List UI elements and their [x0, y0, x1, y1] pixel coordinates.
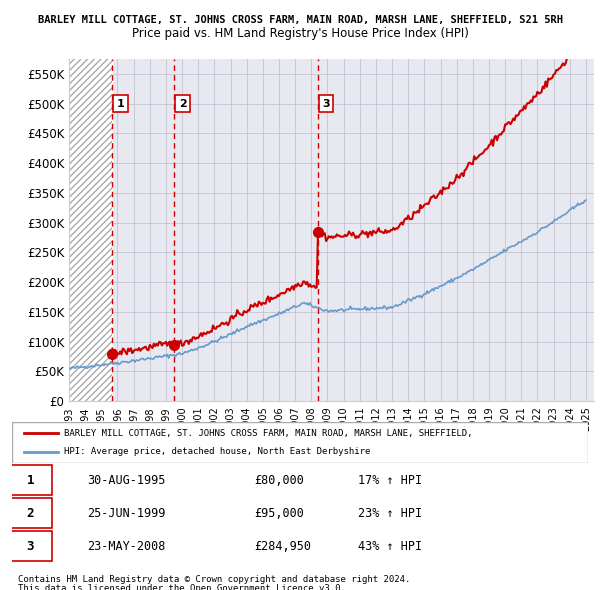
Bar	[69, 59, 112, 401]
Text: £95,000: £95,000	[254, 507, 304, 520]
Bar	[69, 59, 112, 401]
Bar	[174, 59, 317, 401]
Text: 17% ↑ HPI: 17% ↑ HPI	[358, 474, 422, 487]
Text: 3: 3	[26, 540, 34, 553]
Text: 23-MAY-2008: 23-MAY-2008	[87, 540, 165, 553]
Text: Contains HM Land Registry data © Crown copyright and database right 2024.: Contains HM Land Registry data © Crown c…	[18, 575, 410, 584]
Text: 2: 2	[26, 507, 34, 520]
Text: Price paid vs. HM Land Registry's House Price Index (HPI): Price paid vs. HM Land Registry's House …	[131, 27, 469, 40]
Text: 3: 3	[322, 99, 330, 109]
Text: £80,000: £80,000	[254, 474, 304, 487]
FancyBboxPatch shape	[12, 422, 588, 463]
Text: 2: 2	[179, 99, 187, 109]
Bar	[69, 59, 112, 401]
FancyBboxPatch shape	[9, 498, 52, 528]
Text: This data is licensed under the Open Government Licence v3.0.: This data is licensed under the Open Gov…	[18, 584, 346, 590]
Text: BARLEY MILL COTTAGE, ST. JOHNS CROSS FARM, MAIN ROAD, MARSH LANE, SHEFFIELD, S21: BARLEY MILL COTTAGE, ST. JOHNS CROSS FAR…	[37, 15, 563, 25]
Text: 30-AUG-1995: 30-AUG-1995	[87, 474, 165, 487]
Text: 1: 1	[26, 474, 34, 487]
Bar	[112, 59, 174, 401]
FancyBboxPatch shape	[9, 465, 52, 495]
Text: BARLEY MILL COTTAGE, ST. JOHNS CROSS FARM, MAIN ROAD, MARSH LANE, SHEFFIELD,: BARLEY MILL COTTAGE, ST. JOHNS CROSS FAR…	[64, 429, 472, 438]
Text: 23% ↑ HPI: 23% ↑ HPI	[358, 507, 422, 520]
Text: HPI: Average price, detached house, North East Derbyshire: HPI: Average price, detached house, Nort…	[64, 447, 370, 456]
Text: 1: 1	[117, 99, 125, 109]
FancyBboxPatch shape	[9, 531, 52, 561]
Text: £284,950: £284,950	[254, 540, 311, 553]
Text: 43% ↑ HPI: 43% ↑ HPI	[358, 540, 422, 553]
Bar	[317, 59, 594, 401]
Text: 25-JUN-1999: 25-JUN-1999	[87, 507, 165, 520]
